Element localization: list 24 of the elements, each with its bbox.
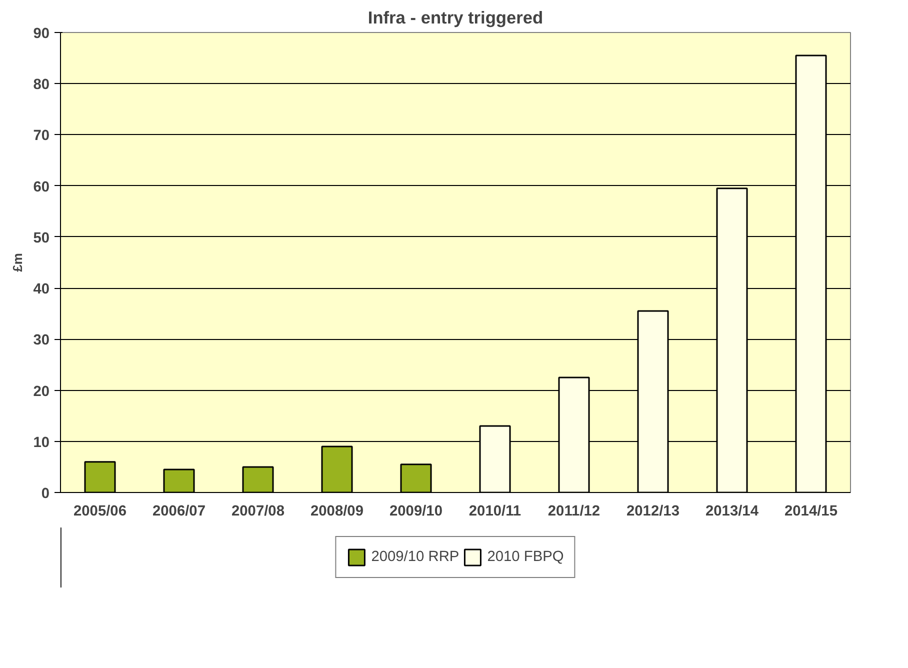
x-tick-label: 2011/12 (548, 504, 600, 520)
y-tick-label: 60 (33, 179, 50, 196)
y-axis-title: £m (10, 253, 26, 272)
x-tick-label: 2014/15 (784, 504, 838, 520)
x-tick-label: 2012/13 (626, 504, 680, 520)
x-tick-label: 2013/14 (706, 504, 760, 520)
y-tick-label: 50 (33, 230, 50, 246)
x-tick-label: 2008/09 (310, 504, 364, 520)
y-tick-label: 10 (33, 434, 50, 451)
y-tick-label: 80 (33, 77, 50, 94)
x-tick-label: 2005/06 (74, 504, 126, 520)
y-tick-label: 90 (33, 26, 50, 42)
x-tick-label: 2009/10 (390, 504, 442, 520)
y-tick-label: 40 (33, 282, 50, 298)
x-tick-label: 2010/11 (468, 504, 522, 520)
x-tick-label: 2006/07 (152, 504, 206, 520)
legend-label: 2010 FBPQ (487, 549, 564, 565)
y-tick-label: 30 (33, 332, 50, 349)
chart-title: Infra - entry triggered (368, 8, 544, 28)
y-tick-label: 0 (41, 486, 50, 502)
legend-label: 2009/10 RRP (371, 549, 460, 565)
y-tick-label: 20 (33, 384, 50, 400)
x-tick-label: 2007/08 (232, 504, 284, 520)
y-tick-label: 70 (33, 128, 50, 144)
